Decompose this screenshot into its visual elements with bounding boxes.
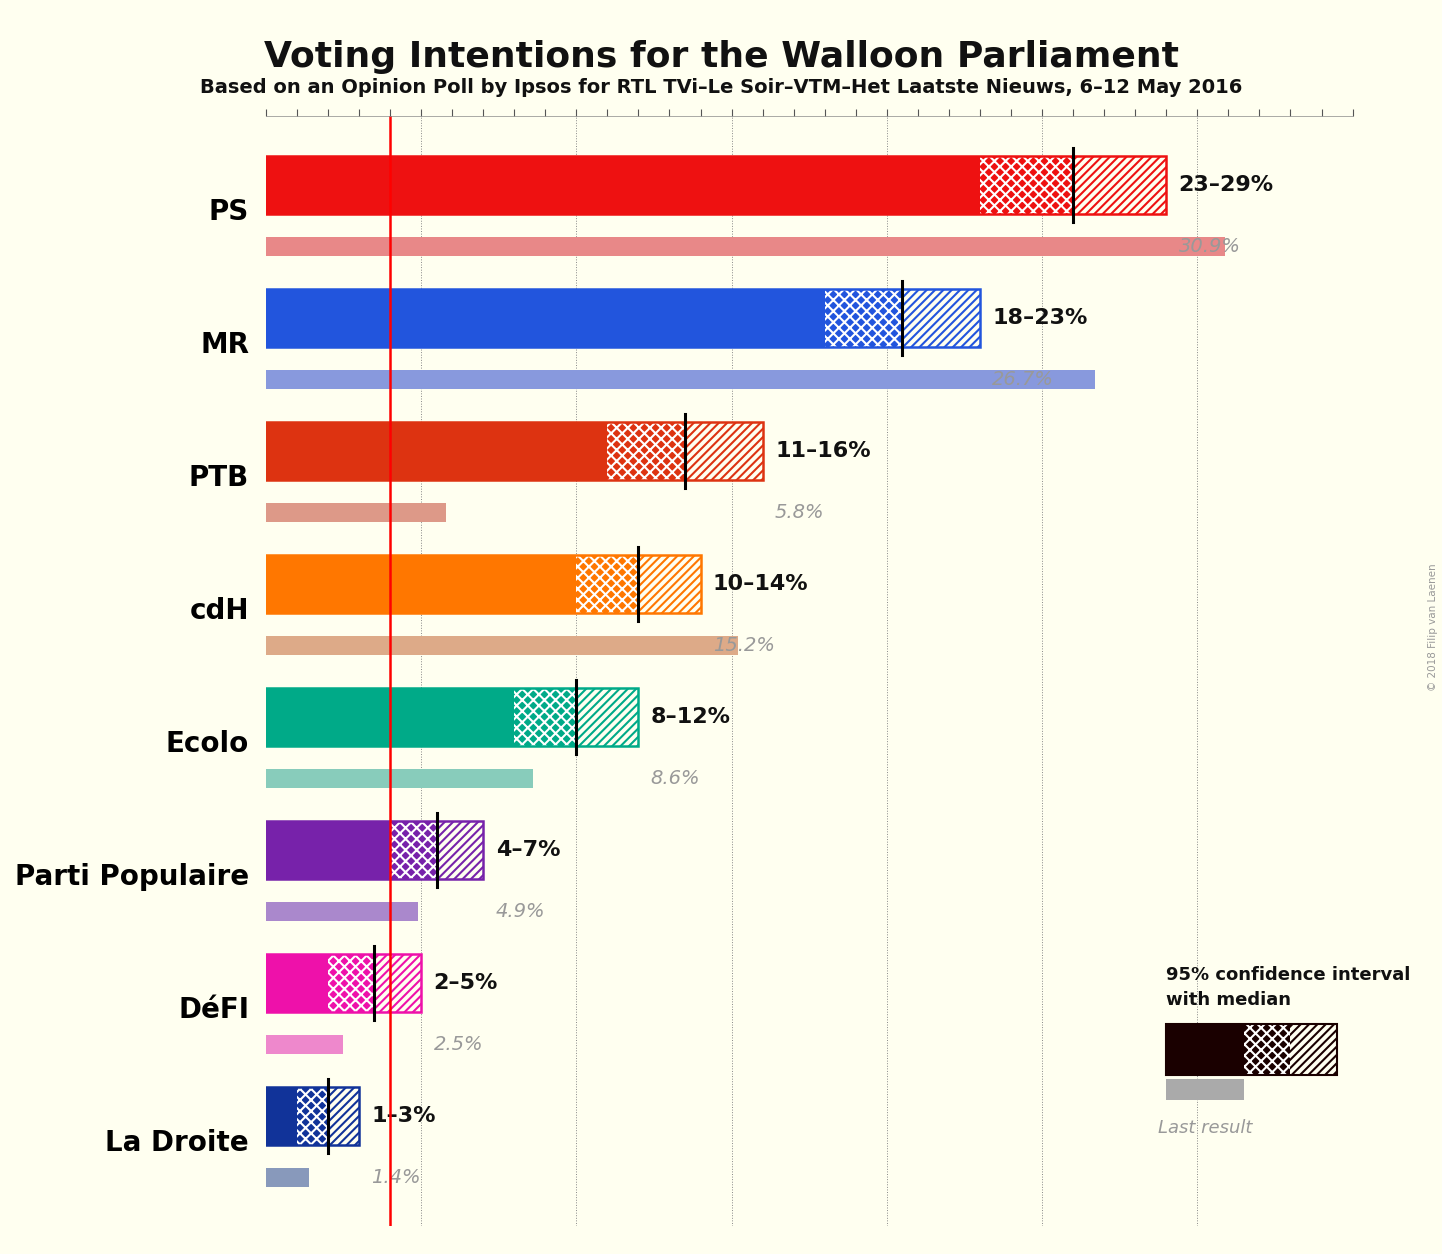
Text: 15.2%: 15.2% (712, 636, 774, 655)
Bar (437, 821, 483, 879)
Text: Voting Intentions for the Walloon Parliament: Voting Intentions for the Walloon Parlia… (264, 40, 1178, 74)
Text: 23–29%: 23–29% (1178, 176, 1273, 196)
Text: © 2018 Filip van Laenen: © 2018 Filip van Laenen (1428, 563, 1438, 691)
Bar (265, 554, 701, 613)
Bar (903, 288, 981, 347)
Bar (639, 554, 701, 613)
Text: 11–16%: 11–16% (774, 441, 871, 461)
Text: 1–3%: 1–3% (372, 1106, 435, 1126)
Text: 95% confidence interval
with median: 95% confidence interval with median (1167, 966, 1410, 1008)
Text: 2–5%: 2–5% (434, 973, 497, 993)
Text: 8.6%: 8.6% (650, 769, 701, 788)
Bar (297, 1087, 327, 1145)
Text: 1.4%: 1.4% (372, 1167, 421, 1186)
Bar (685, 421, 763, 480)
Bar (265, 821, 389, 879)
Bar (265, 155, 1167, 214)
Bar (265, 769, 534, 788)
Bar (1167, 1025, 1244, 1075)
Text: 18–23%: 18–23% (992, 308, 1087, 329)
Bar (265, 370, 1094, 389)
Bar (327, 954, 375, 1012)
Bar (265, 1035, 343, 1053)
Bar (825, 288, 903, 347)
Bar (1244, 1025, 1291, 1075)
Text: 5.8%: 5.8% (774, 503, 825, 522)
Bar (265, 1167, 309, 1186)
Bar (1167, 1025, 1337, 1075)
Bar (327, 1087, 359, 1145)
Bar (265, 902, 418, 920)
Bar (265, 688, 515, 746)
Bar (1073, 155, 1167, 214)
Text: 4.9%: 4.9% (496, 902, 545, 920)
Bar (389, 821, 437, 879)
Bar (375, 954, 421, 1012)
Bar (265, 1087, 359, 1145)
Text: 2.5%: 2.5% (434, 1035, 483, 1053)
Bar (1291, 1025, 1337, 1075)
Text: Last result: Last result (1158, 1119, 1252, 1136)
Text: 8–12%: 8–12% (650, 707, 731, 727)
Bar (981, 155, 1073, 214)
Bar (265, 503, 446, 522)
Bar (265, 288, 825, 347)
Text: 26.7%: 26.7% (992, 370, 1054, 389)
Bar (1167, 1078, 1244, 1100)
Text: 30.9%: 30.9% (1178, 237, 1240, 256)
Bar (607, 421, 685, 480)
Bar (265, 954, 327, 1012)
Text: 4–7%: 4–7% (496, 840, 559, 860)
Bar (265, 155, 981, 214)
Bar (265, 821, 483, 879)
Text: 10–14%: 10–14% (712, 574, 809, 594)
Bar (265, 237, 1226, 256)
Bar (265, 954, 421, 1012)
Bar (577, 554, 639, 613)
Bar (265, 421, 607, 480)
Bar (265, 421, 763, 480)
Bar (515, 688, 577, 746)
Bar (577, 688, 639, 746)
Bar (265, 688, 639, 746)
Bar (265, 554, 577, 613)
Bar (265, 288, 981, 347)
Bar (265, 636, 738, 655)
Text: Based on an Opinion Poll by Ipsos for RTL TVi–Le Soir–VTM–Het Laatste Nieuws, 6–: Based on an Opinion Poll by Ipsos for RT… (200, 78, 1242, 97)
Bar (265, 1087, 297, 1145)
